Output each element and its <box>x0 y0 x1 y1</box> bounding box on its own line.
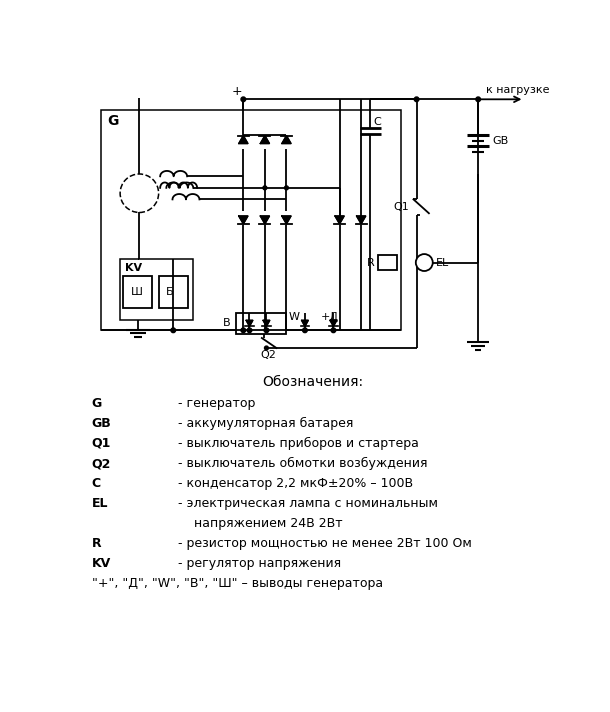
Circle shape <box>241 97 246 102</box>
Text: - резистор мощностью не менее 2Вт 100 Ом: - резистор мощностью не менее 2Вт 100 Ом <box>178 537 472 550</box>
Bar <box>120 258 193 320</box>
Text: - генератор: - генератор <box>178 397 255 410</box>
Text: G: G <box>92 397 102 410</box>
Polygon shape <box>239 216 248 224</box>
Text: B: B <box>223 318 231 328</box>
Circle shape <box>331 328 336 333</box>
Text: C: C <box>92 477 101 490</box>
Text: GB: GB <box>492 136 508 146</box>
Text: - аккумуляторная батарея: - аккумуляторная батарея <box>178 417 353 430</box>
Circle shape <box>263 186 267 190</box>
Text: - выключатель обмотки возбуждения: - выключатель обмотки возбуждения <box>178 457 428 470</box>
Bar <box>235 313 285 334</box>
Polygon shape <box>260 216 270 224</box>
Bar <box>101 110 401 330</box>
Circle shape <box>241 328 246 333</box>
Text: - регулятор напряжения: - регулятор напряжения <box>178 557 341 570</box>
Text: Q2: Q2 <box>260 350 276 360</box>
Text: - выключатель приборов и стартера: - выключатель приборов и стартера <box>178 437 418 450</box>
Text: R: R <box>92 537 101 550</box>
Polygon shape <box>356 216 366 224</box>
Text: Ш: Ш <box>131 287 143 297</box>
Polygon shape <box>282 216 291 224</box>
Text: Q1: Q1 <box>393 202 409 212</box>
Text: - конденсатор 2,2 мкФ±20% – 100В: - конденсатор 2,2 мкФ±20% – 100В <box>178 477 413 490</box>
Circle shape <box>284 186 289 190</box>
Circle shape <box>303 328 307 333</box>
Circle shape <box>416 254 432 271</box>
Text: EL: EL <box>436 258 449 268</box>
Circle shape <box>265 346 268 350</box>
Text: +Д: +Д <box>320 312 339 323</box>
Polygon shape <box>246 320 253 327</box>
Circle shape <box>476 97 481 102</box>
Text: C: C <box>373 117 381 127</box>
Polygon shape <box>263 320 270 327</box>
Polygon shape <box>239 135 248 144</box>
Circle shape <box>264 328 269 333</box>
Text: - электрическая лампа с номинальным: - электрическая лампа с номинальным <box>178 497 438 510</box>
Polygon shape <box>282 135 291 144</box>
Bar <box>159 276 188 308</box>
Text: R: R <box>367 258 375 268</box>
Bar <box>378 255 397 271</box>
Text: EL: EL <box>92 497 108 510</box>
Text: KV: KV <box>92 557 111 570</box>
Text: G: G <box>107 114 118 128</box>
Text: W: W <box>289 312 300 323</box>
Text: "+", "Д", "W", "В", "Ш" – выводы генератора: "+", "Д", "W", "В", "Ш" – выводы генерат… <box>92 577 382 590</box>
Polygon shape <box>330 320 337 327</box>
Text: Q1: Q1 <box>92 437 111 450</box>
Polygon shape <box>301 320 309 327</box>
Text: GB: GB <box>92 417 112 430</box>
Bar <box>123 276 152 308</box>
Text: напряжением 24В 2Вт: напряжением 24В 2Вт <box>178 517 342 530</box>
Text: Б: Б <box>167 287 174 297</box>
Polygon shape <box>335 216 344 224</box>
Text: KV: KV <box>125 263 142 273</box>
Text: Q2: Q2 <box>92 457 111 470</box>
Text: к нагрузке: к нагрузке <box>486 85 550 95</box>
Text: +: + <box>232 85 242 98</box>
Circle shape <box>247 328 252 333</box>
Circle shape <box>414 97 419 102</box>
Polygon shape <box>260 135 270 144</box>
Circle shape <box>171 328 176 333</box>
Text: Обозначения:: Обозначения: <box>262 375 363 389</box>
